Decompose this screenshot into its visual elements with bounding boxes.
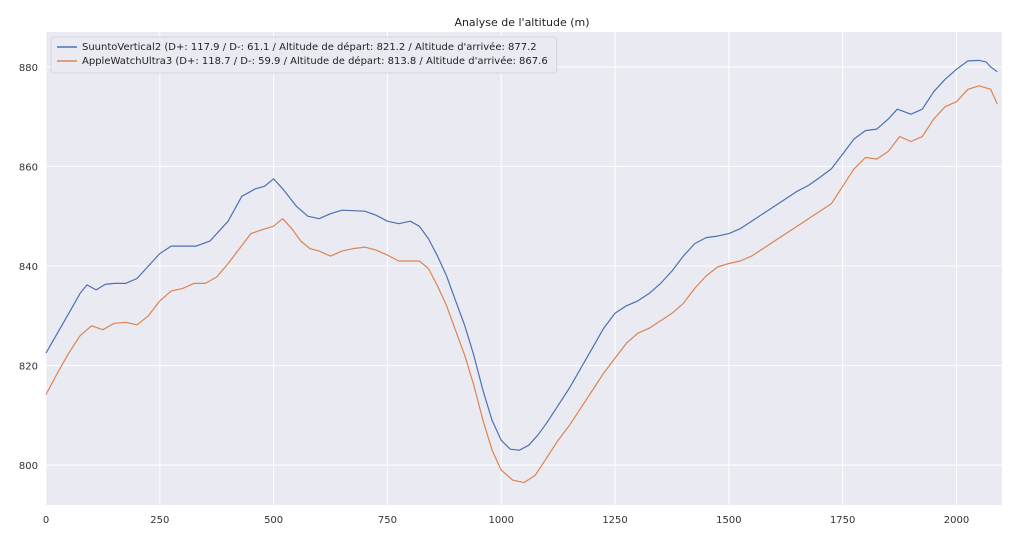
y-tick-label: 820: [19, 362, 38, 373]
x-tick-label: 1250: [602, 515, 627, 526]
plot-area: 0 250 500 750 1000 1250 1500 1750 2000 800 820 840 8…: [19, 32, 1002, 526]
x-tick-label: 1500: [716, 515, 741, 526]
legend: SuuntoVertical2 (D+: 117.9 / D-: 61.1 / …: [50, 36, 558, 74]
x-tick-label: 250: [150, 515, 169, 526]
x-tick-label: 1000: [489, 515, 514, 526]
x-tick-label: 0: [43, 515, 49, 526]
plot-background: [46, 32, 1002, 505]
x-tick-label: 1750: [830, 515, 855, 526]
chart-title: Analyse de l'altitude (m): [454, 16, 589, 29]
legend-box: [50, 36, 558, 74]
x-tick-label: 2000: [944, 515, 969, 526]
series-line-1: [45, 59, 998, 451]
legend-label: AppleWatchUltra3 (D+: 118.7 / D-: 59.9 /…: [82, 55, 548, 67]
y-tick-label: 880: [19, 63, 38, 74]
y-tick-label: 860: [19, 162, 38, 173]
series-line-2: [45, 85, 998, 484]
x-tick-label: 750: [378, 515, 397, 526]
legend-label: SuuntoVertical2 (D+: 117.9 / D-: 61.1 / …: [82, 41, 537, 53]
y-tick-label: 800: [19, 461, 38, 472]
y-tick-label: 840: [19, 262, 38, 273]
x-tick-label: 500: [264, 515, 283, 526]
